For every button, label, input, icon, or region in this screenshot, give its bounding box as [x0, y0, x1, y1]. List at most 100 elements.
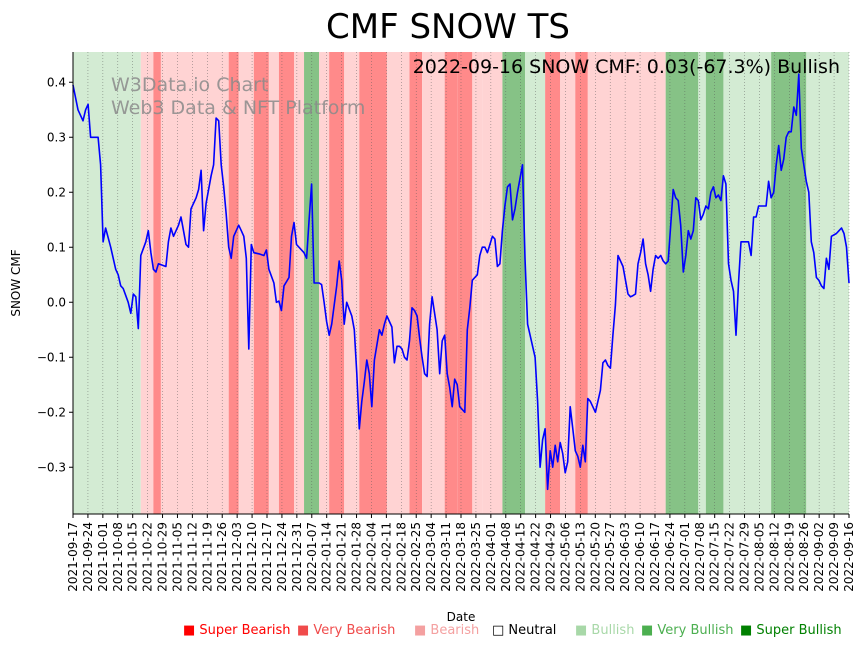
x-tick-label: 2022-04-22 — [529, 522, 543, 592]
x-tick-label: 2022-04-01 — [484, 522, 498, 592]
y-tick-label: −0.3 — [37, 460, 66, 474]
regime-band-very_bearish — [253, 52, 269, 514]
x-tick-label: 2021-11-12 — [185, 522, 199, 592]
x-tick-label: 2021-10-15 — [126, 522, 140, 592]
y-tick-label: 0.1 — [47, 240, 66, 254]
x-tick-label: 2021-11-05 — [170, 522, 184, 592]
x-tick-label: 2022-08-05 — [752, 522, 766, 592]
regime-band-very_bearish — [444, 52, 458, 514]
regime-band-bullish — [525, 52, 546, 514]
regime-band-very_bearish — [545, 52, 561, 514]
x-tick-label: 2022-02-04 — [364, 522, 378, 592]
x-tick-label: 2022-05-27 — [603, 522, 617, 592]
y-tick-label: −0.2 — [37, 405, 66, 419]
latest-value-annotation: 2022-09-16 SNOW CMF: 0.03(-67.3%) Bullis… — [413, 56, 840, 78]
legend-item: ■ Bearish — [414, 623, 479, 638]
x-tick-label: 2021-09-24 — [81, 522, 95, 592]
x-tick-label: 2022-09-16 — [842, 522, 856, 592]
x-tick-label: 2022-06-03 — [618, 522, 632, 592]
legend-marker: ■ — [183, 623, 199, 638]
cmf-series-line — [72, 73, 850, 491]
legend-marker: ■ — [414, 623, 430, 638]
x-tick-label: 2022-06-24 — [663, 522, 677, 592]
x-tick-label: 2021-10-29 — [156, 522, 170, 592]
x-tick-label: 2021-12-17 — [260, 522, 274, 592]
regime-band-very_bearish — [153, 52, 161, 514]
x-tick-label: 2021-12-24 — [275, 522, 289, 592]
x-tick-label: 2022-04-29 — [544, 522, 558, 592]
legend-marker: ■ — [740, 623, 756, 638]
regime-band-bearish — [319, 52, 330, 514]
regime-band-bearish — [560, 52, 576, 514]
x-tick-label: 2021-11-26 — [215, 522, 229, 592]
x-tick-label: 2022-05-13 — [573, 522, 587, 592]
legend-item: ■ Super Bullish — [740, 623, 842, 638]
x-tick-label: 2022-06-10 — [633, 522, 647, 592]
regime-band-neutral_bearish — [422, 52, 445, 514]
legend-marker: □ — [492, 623, 508, 638]
legend-marker: ■ — [297, 623, 313, 638]
x-tick-label: 2022-08-12 — [767, 522, 781, 592]
y-tick-label: 0.0 — [47, 295, 66, 309]
regime-band-bearish — [140, 52, 154, 514]
regime-band-very_bearish — [575, 52, 588, 514]
regime-band-very_bearish — [359, 52, 387, 514]
vertical-gridlines — [72, 52, 850, 514]
x-tick-label: 2021-12-03 — [230, 522, 244, 592]
regime-band-very_bearish — [228, 52, 239, 514]
legend-label: Super Bullish — [756, 623, 841, 638]
legend-item: ■ Very Bearish — [297, 623, 395, 638]
x-tick-label: 2021-10-08 — [111, 522, 125, 592]
x-tick-label: 2022-07-29 — [738, 522, 752, 592]
watermark-line-2: Web3 Data & NFT Platform — [111, 97, 365, 119]
y-tick-label: 0.2 — [47, 185, 66, 199]
regime-band-bullish — [698, 52, 706, 514]
x-tick-label: 2022-01-14 — [320, 522, 334, 592]
legend-marker: ■ — [641, 623, 657, 638]
legend-item: □ Neutral — [492, 623, 556, 638]
x-tick-label: 2021-09-17 — [66, 522, 80, 592]
regime-band-bullish — [73, 52, 141, 514]
x-tick-label: 2022-03-25 — [469, 522, 483, 592]
regime-band-very_bullish — [665, 52, 699, 514]
legend-label: Bullish — [591, 623, 634, 638]
regime-band-very_bearish — [457, 52, 473, 514]
x-tick-label: 2022-04-08 — [499, 522, 513, 592]
regime-band-neutral_bearish — [165, 52, 229, 514]
x-tick-label: 2022-09-09 — [827, 522, 841, 592]
regime-band-neutral_bearish — [482, 52, 503, 514]
y-tick-label: 0.4 — [47, 75, 66, 89]
x-tick-label: 2022-01-28 — [350, 522, 364, 592]
regime-band-bearish — [386, 52, 410, 514]
regime-band-bullish — [806, 52, 849, 514]
x-tick-label: 2022-03-04 — [424, 522, 438, 592]
legend-label: Super Bearish — [199, 623, 290, 638]
x-tick-label: 2022-04-15 — [514, 522, 528, 592]
x-tick-label: 2021-12-31 — [290, 522, 304, 592]
x-tick-label: 2022-02-25 — [409, 522, 423, 592]
cmf-line-layer — [72, 73, 850, 491]
y-tick-label: −0.1 — [37, 350, 66, 364]
x-tick-label: 2022-05-20 — [588, 522, 602, 592]
legend-item: ■ Bullish — [575, 623, 634, 638]
x-tick-label: 2021-12-10 — [245, 522, 259, 592]
x-tick-label: 2022-05-06 — [558, 522, 572, 592]
regime-band-bearish — [344, 52, 360, 514]
x-tick-label: 2021-11-19 — [200, 522, 214, 592]
x-tick-label: 2022-06-17 — [648, 522, 662, 592]
y-axis-label: SNOW CMF — [9, 249, 23, 316]
watermark-line-1: W3Data.io Chart — [111, 74, 268, 96]
x-tick-label: 2022-07-22 — [723, 522, 737, 592]
x-tick-label: 2022-07-01 — [678, 522, 692, 592]
x-tick-label: 2021-10-01 — [96, 522, 110, 592]
x-axis-label: Date — [447, 610, 476, 624]
legend-label: Bearish — [430, 623, 479, 638]
x-tick-label: 2022-03-18 — [454, 522, 468, 592]
y-tick-label: 0.3 — [47, 130, 66, 144]
x-tick-label: 2022-07-15 — [708, 522, 722, 592]
legend-label: Neutral — [508, 623, 556, 638]
regime-band-very_bullish — [502, 52, 526, 514]
x-tick-label: 2022-01-07 — [305, 522, 319, 592]
chart-title: CMF SNOW TS — [326, 7, 570, 47]
